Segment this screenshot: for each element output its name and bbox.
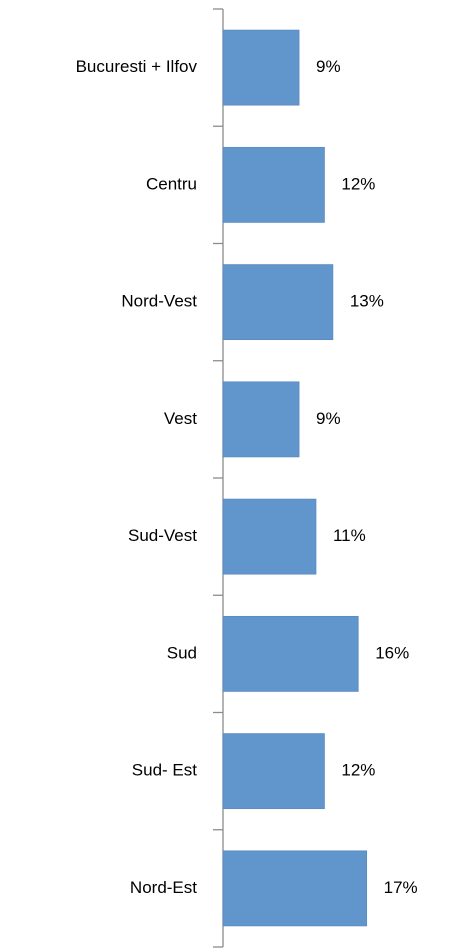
data-label: 12%: [341, 174, 375, 193]
category-label: Sud: [167, 643, 197, 662]
category-label: Sud-Vest: [128, 526, 197, 545]
bar: [222, 264, 334, 341]
bar: [222, 850, 368, 927]
category-label: Vest: [164, 409, 197, 428]
category-label: Centru: [146, 174, 197, 193]
bar: [222, 146, 325, 223]
data-label: 12%: [341, 761, 375, 780]
category-label: Nord-Est: [130, 878, 197, 897]
category-label: Bucuresti + Ilfov: [76, 57, 198, 76]
bar: [222, 498, 317, 575]
bar: [222, 381, 300, 458]
data-label: 9%: [316, 409, 341, 428]
data-label: 17%: [384, 878, 418, 897]
data-label: 16%: [375, 643, 409, 662]
bar: [222, 733, 325, 810]
data-label: 13%: [350, 292, 384, 311]
data-label: 11%: [333, 526, 366, 545]
category-label: Nord-Vest: [121, 292, 197, 311]
bar: [222, 615, 359, 692]
bar: [222, 29, 300, 106]
category-label: Sud- Est: [132, 761, 197, 780]
data-label: 9%: [316, 57, 341, 76]
